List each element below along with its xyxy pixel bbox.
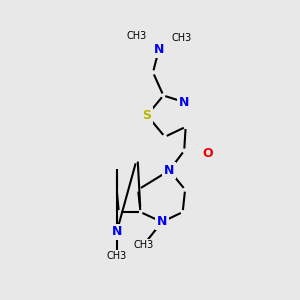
Text: N: N <box>154 43 164 56</box>
Text: N: N <box>157 215 167 229</box>
Text: S: S <box>142 109 152 122</box>
Text: N: N <box>164 164 175 177</box>
Text: CH3: CH3 <box>170 33 192 43</box>
Text: CH3: CH3 <box>132 240 154 250</box>
Text: CH3: CH3 <box>126 31 148 41</box>
Text: N: N <box>179 96 189 109</box>
Text: N: N <box>112 225 122 239</box>
Text: CH3: CH3 <box>106 251 128 261</box>
Text: CH3: CH3 <box>106 251 127 261</box>
Text: O: O <box>202 148 213 160</box>
Text: CH3: CH3 <box>127 31 147 41</box>
Text: CH3: CH3 <box>133 240 154 250</box>
Text: CH3: CH3 <box>171 33 191 43</box>
